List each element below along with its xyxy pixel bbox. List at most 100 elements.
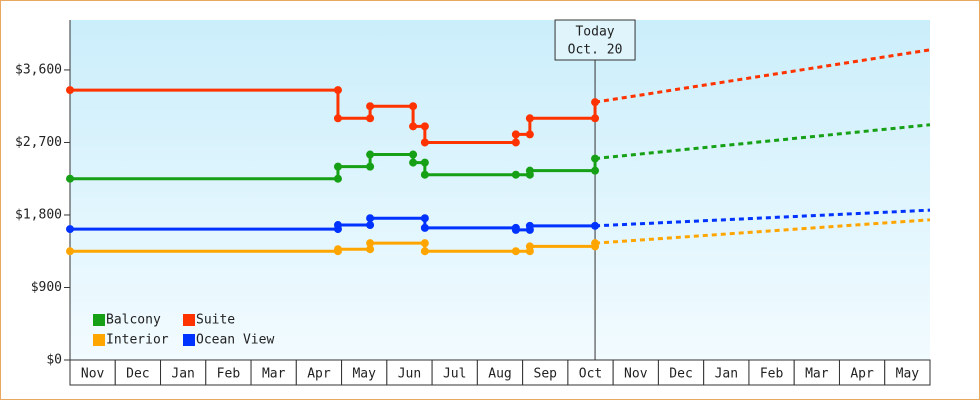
x-tick-label: Mar xyxy=(805,367,829,382)
projection-line xyxy=(594,208,931,228)
point xyxy=(333,162,342,171)
y-tick-label: $3,600 xyxy=(15,62,62,77)
point xyxy=(409,150,418,159)
point xyxy=(525,130,534,139)
point xyxy=(525,166,534,175)
x-tick-box xyxy=(160,359,207,386)
x-tick-box xyxy=(884,359,931,386)
point xyxy=(511,247,520,256)
x-tick-box xyxy=(748,359,795,386)
x-tick-box xyxy=(657,359,705,386)
point xyxy=(591,166,600,175)
point xyxy=(366,239,375,248)
y-tick-label: $1,800 xyxy=(15,207,62,222)
x-tick-label: Jul xyxy=(443,367,466,382)
y-tick-label: $900 xyxy=(31,280,62,295)
point xyxy=(409,102,418,111)
point xyxy=(591,98,600,107)
x-tick-label: Feb xyxy=(760,367,784,382)
x-tick-box xyxy=(69,359,116,386)
point xyxy=(366,102,375,111)
x-tick-label: Sep xyxy=(534,367,558,382)
point xyxy=(420,239,429,248)
x-tick-box xyxy=(250,359,297,386)
x-tick-label: May xyxy=(896,367,920,382)
point xyxy=(66,247,74,256)
point xyxy=(366,245,375,254)
point xyxy=(366,162,375,171)
x-tick-label: Jan xyxy=(171,367,194,382)
point xyxy=(66,174,74,183)
y-tick-label: $0 xyxy=(46,353,62,368)
x-tick-label: Nov xyxy=(624,367,648,382)
x-tick-label: Jan xyxy=(715,367,738,382)
point xyxy=(591,114,600,123)
point xyxy=(511,130,520,139)
point xyxy=(420,223,429,232)
point xyxy=(333,174,342,183)
point xyxy=(366,150,375,159)
legend-swatch xyxy=(183,314,195,326)
x-tick-label: Oct xyxy=(579,367,602,382)
point xyxy=(333,221,342,230)
x-tick-box xyxy=(567,359,614,386)
point xyxy=(525,242,534,251)
point xyxy=(525,114,534,123)
point xyxy=(420,247,429,256)
point xyxy=(420,122,429,131)
point xyxy=(366,221,375,230)
x-tick-box xyxy=(431,359,478,386)
today-box xyxy=(554,19,636,61)
x-tick-label: May xyxy=(352,367,376,382)
point xyxy=(333,245,342,254)
point xyxy=(420,138,429,147)
x-tick-box xyxy=(386,359,433,386)
legend-swatch xyxy=(183,334,195,346)
point xyxy=(333,114,342,123)
point xyxy=(66,225,74,234)
point xyxy=(366,214,375,223)
legend-swatch xyxy=(93,314,105,326)
projection-line xyxy=(594,48,931,104)
legend-label: Ocean View xyxy=(196,333,274,348)
x-tick-label: Apr xyxy=(850,367,874,382)
point xyxy=(409,122,418,131)
plot-area xyxy=(70,20,930,360)
x-tick-label: Dec xyxy=(669,367,692,382)
x-tick-label: Feb xyxy=(217,367,241,382)
y-tick-label: $2,700 xyxy=(15,135,62,150)
point xyxy=(420,170,429,179)
x-tick-box xyxy=(793,359,840,386)
legend-label: Interior xyxy=(106,333,169,348)
x-tick-label: Aug xyxy=(488,367,511,382)
x-tick-label: Nov xyxy=(81,367,105,382)
projection-line xyxy=(594,218,931,245)
x-tick-box xyxy=(703,359,750,386)
x-tick-label: Jun xyxy=(398,367,421,382)
point xyxy=(66,86,74,95)
x-tick-box xyxy=(114,359,162,386)
point xyxy=(409,158,418,167)
legend-label: Suite xyxy=(196,313,235,328)
x-tick-box xyxy=(476,359,524,386)
point xyxy=(333,86,342,95)
point xyxy=(591,154,600,163)
point xyxy=(591,221,600,230)
today-label: Oct. 20 xyxy=(568,43,623,58)
point xyxy=(420,158,429,167)
point xyxy=(366,114,375,123)
point xyxy=(591,239,600,248)
point xyxy=(420,214,429,223)
point xyxy=(511,170,520,179)
x-tick-box xyxy=(295,359,343,386)
x-tick-label: Dec xyxy=(126,367,149,382)
point xyxy=(511,225,520,234)
today-label: Today xyxy=(575,25,614,40)
point xyxy=(525,221,534,230)
x-tick-box xyxy=(205,359,252,386)
legend-label: Balcony xyxy=(106,313,161,328)
x-tick-label: Mar xyxy=(262,367,286,382)
x-tick-label: Apr xyxy=(307,367,331,382)
projection-line xyxy=(594,123,931,161)
